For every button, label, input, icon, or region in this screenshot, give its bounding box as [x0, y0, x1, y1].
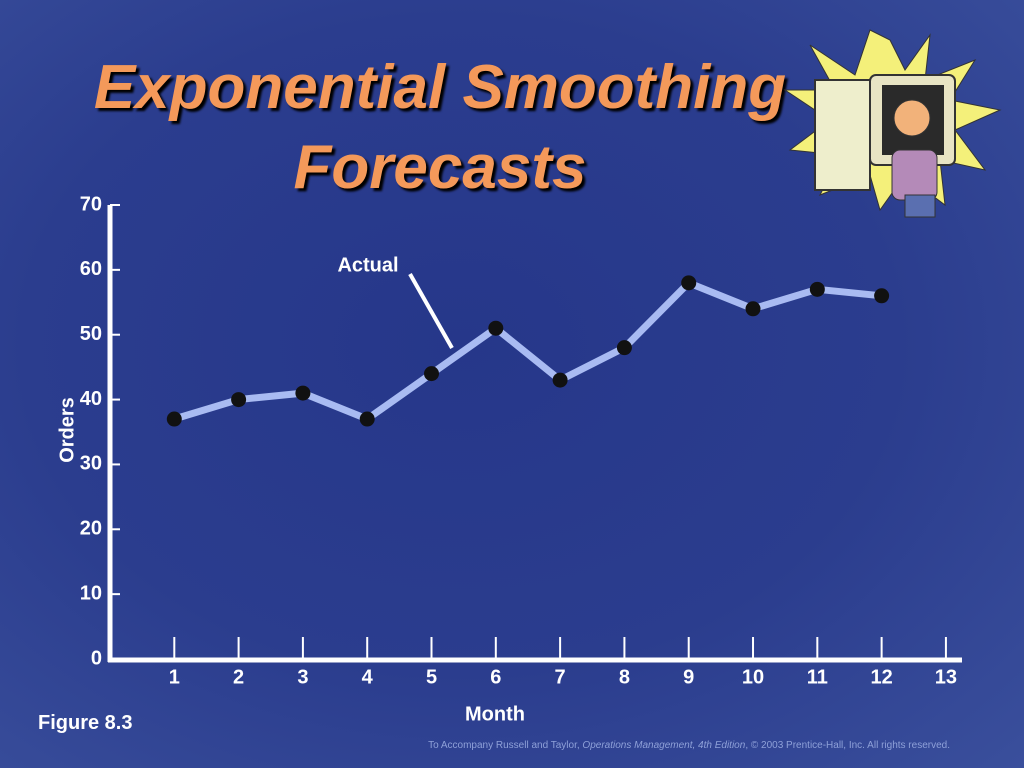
x-tick-label: 3 — [297, 666, 308, 688]
x-tick-label: 10 — [742, 666, 764, 688]
y-tick-label: 20 — [80, 518, 102, 540]
annotation-pointer — [408, 273, 454, 349]
y-tick-label: 50 — [80, 323, 102, 345]
data-point — [359, 411, 375, 427]
data-point — [552, 372, 568, 388]
data-point — [616, 340, 632, 356]
y-tick-label: 40 — [80, 388, 102, 410]
x-tick-label: 13 — [935, 666, 957, 688]
x-tick-label: 6 — [490, 666, 501, 688]
data-point — [488, 320, 504, 336]
y-tick-label: 70 — [80, 193, 102, 215]
data-point — [424, 366, 440, 382]
y-tick-label: 60 — [80, 258, 102, 280]
y-tick-label: 10 — [80, 582, 102, 604]
footer: To Accompany Russell and Taylor, Operati… — [0, 740, 950, 751]
figure-label: Figure 8.3 — [38, 712, 133, 734]
x-tick-label: 8 — [619, 666, 630, 688]
footer-book: Operations Management, 4th Edition — [582, 740, 746, 751]
x-tick-label: 7 — [555, 666, 566, 688]
x-tick-label: 4 — [362, 666, 374, 688]
data-point — [231, 392, 247, 408]
cartoon — [783, 29, 1002, 218]
series-label: Actual — [337, 254, 398, 276]
data-point — [295, 385, 311, 401]
x-axis-title: Month — [465, 703, 525, 725]
data-point — [745, 301, 761, 317]
data-point — [809, 281, 825, 297]
y-axis-title: Orders — [56, 397, 78, 463]
data-point — [874, 288, 890, 304]
x-tick-label: 9 — [683, 666, 694, 688]
x-tick-label: 11 — [807, 666, 828, 688]
x-tick-label: 5 — [426, 666, 437, 688]
y-tick-label: 30 — [80, 453, 102, 475]
data-point — [166, 411, 182, 427]
y-tick-label: 0 — [91, 647, 102, 669]
data-point — [681, 275, 697, 291]
series-line — [173, 279, 882, 423]
x-tick-label: 2 — [233, 666, 244, 688]
x-tick-label: 1 — [169, 666, 180, 688]
footer-text: To Accompany Russell and Taylor, — [428, 740, 583, 751]
x-tick-label: 12 — [870, 666, 892, 688]
slide-title: Exponential Smoothing Forecasts — [93, 53, 787, 202]
footer-text: , © 2003 Prentice-Hall, Inc. All rights … — [745, 740, 950, 751]
